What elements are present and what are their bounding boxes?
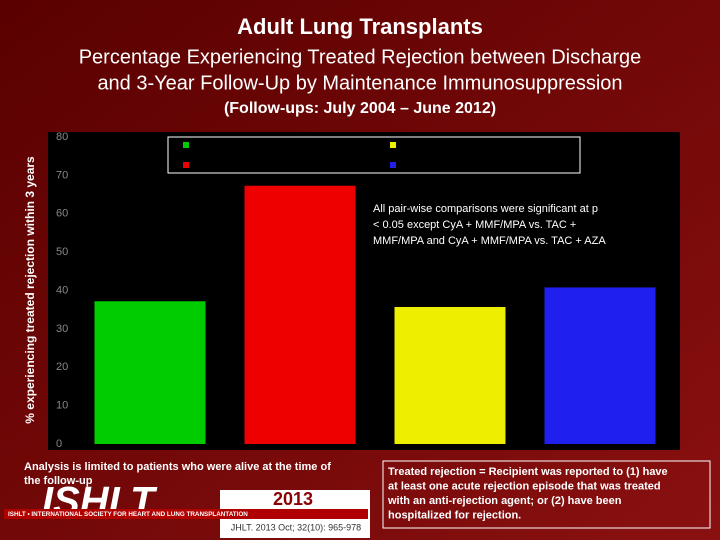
society: ISHLT • INTERNATIONAL SOCIETY FOR HEART …: [8, 511, 248, 518]
definition: hospitalized for rejection.: [388, 509, 521, 521]
y-tick-label: 30: [56, 323, 68, 335]
legend-swatch: [183, 142, 189, 148]
chart-title: Adult Lung Transplants: [237, 14, 483, 39]
definition: at least one acute rejection episode tha…: [388, 480, 661, 492]
annotation: < 0.05 except CyA + MMF/MPA vs. TAC +: [373, 219, 576, 231]
legend-swatch: [390, 162, 396, 168]
bar: [394, 307, 506, 444]
footnote: Analysis is limited to patients who were…: [24, 461, 331, 473]
year: 2013: [273, 489, 313, 509]
citation: JHLT. 2013 Oct; 32(10): 965-978: [231, 522, 361, 532]
bar: [94, 301, 206, 444]
period: (Follow-ups: July 2004 – June 2012): [224, 100, 496, 117]
y-tick-label: 80: [56, 131, 68, 143]
definition: with an anti-rejection agent; or (2) hav…: [387, 495, 622, 507]
society-band: [4, 509, 368, 519]
annotation: MMF/MPA and CyA + MMF/MPA vs. TAC + AZA: [373, 235, 606, 247]
y-tick-label: 40: [56, 284, 68, 296]
y-tick-label: 50: [56, 246, 68, 258]
y-tick-label: 10: [56, 400, 68, 412]
y-tick-label: 70: [56, 169, 68, 181]
y-axis-label: % experiencing treated rejection within …: [23, 156, 37, 424]
bar: [244, 185, 356, 444]
legend-swatch: [183, 162, 189, 168]
subtitle: Percentage Experiencing Treated Rejectio…: [79, 46, 642, 68]
y-tick-label: 20: [56, 361, 68, 373]
legend-swatch: [390, 142, 396, 148]
y-tick-label: 0: [56, 438, 62, 450]
definition-box: [382, 460, 711, 529]
definition: Treated rejection = Recipient was report…: [388, 466, 668, 478]
footnote: the follow-up: [24, 475, 93, 487]
subtitle: and 3-Year Follow-Up by Maintenance Immu…: [97, 72, 622, 94]
annotation: All pair-wise comparisons were significa…: [373, 203, 598, 215]
y-tick-label: 60: [56, 208, 68, 220]
legend: [167, 136, 581, 174]
bar: [544, 287, 656, 444]
